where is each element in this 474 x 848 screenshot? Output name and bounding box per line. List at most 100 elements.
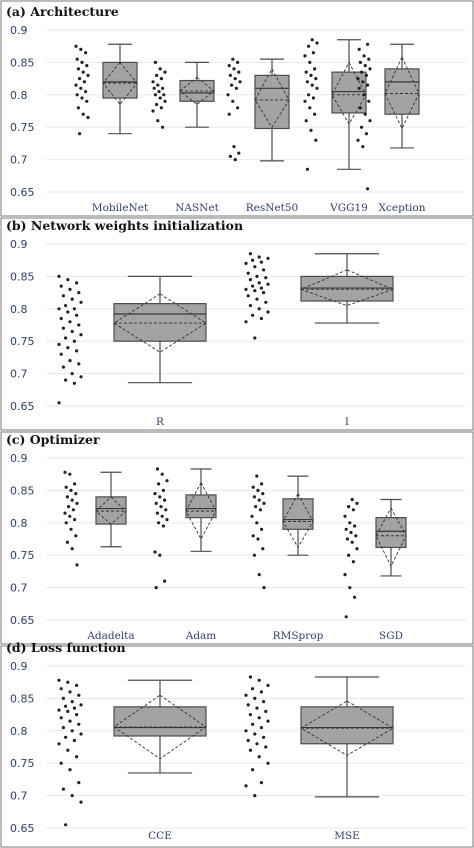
data-point <box>248 713 252 717</box>
data-point <box>65 495 69 499</box>
data-point <box>305 167 309 171</box>
data-point <box>63 470 67 474</box>
panel-2: (b) Network weights initialization 0.65 0.… <box>0 217 474 431</box>
data-point <box>74 44 78 48</box>
data-point <box>251 258 255 262</box>
data-point <box>307 93 311 97</box>
data-point <box>77 693 81 697</box>
box-sgd <box>343 497 407 619</box>
data-point <box>234 86 238 90</box>
data-point <box>155 511 159 515</box>
data-point <box>248 304 252 308</box>
y-tick-label: 0.65 <box>10 614 35 627</box>
data-point <box>231 57 235 61</box>
data-point <box>70 372 74 376</box>
data-point <box>266 761 270 765</box>
data-point <box>253 696 257 701</box>
x-tick-label: NASNet <box>175 202 219 214</box>
data-point <box>57 678 61 682</box>
data-point <box>70 297 74 301</box>
iqr-box <box>95 496 127 525</box>
data-point <box>64 304 68 308</box>
data-point <box>233 77 237 81</box>
data-point <box>355 501 359 505</box>
data-point <box>343 514 347 518</box>
x-tick-label: ResNet50 <box>246 202 299 214</box>
data-point <box>303 54 307 58</box>
data-point <box>266 282 270 286</box>
data-point <box>236 60 240 64</box>
data-point <box>350 540 354 544</box>
data-point <box>266 683 270 688</box>
data-point <box>153 60 157 64</box>
data-point <box>163 99 167 103</box>
data-point <box>363 64 367 68</box>
data-point <box>154 586 158 590</box>
data-point <box>70 700 74 704</box>
data-point <box>68 472 72 476</box>
data-point <box>85 64 89 68</box>
data-point <box>57 742 61 746</box>
data-point <box>251 722 255 726</box>
data-point <box>155 102 159 107</box>
data-point <box>366 83 370 87</box>
data-point <box>71 508 75 512</box>
data-point <box>64 521 68 525</box>
data-point <box>61 726 65 730</box>
data-point <box>74 534 78 538</box>
data-point <box>310 38 314 42</box>
data-point <box>227 112 231 116</box>
data-point <box>152 86 156 90</box>
data-point <box>348 521 352 525</box>
data-point <box>244 784 248 788</box>
data-point <box>257 678 261 682</box>
panel-title: (b) Network weights initialization <box>6 218 243 233</box>
y-tick-label: 0.8 <box>10 725 28 738</box>
data-point <box>311 96 315 100</box>
mean-diamond <box>113 293 207 353</box>
data-point <box>259 316 263 321</box>
data-point <box>61 326 65 330</box>
data-point <box>68 768 72 772</box>
mean-diamond <box>102 61 138 106</box>
data-point <box>368 67 372 71</box>
data-point <box>69 527 73 531</box>
data-point <box>246 271 250 275</box>
y-tick-label: 0.75 <box>10 757 35 770</box>
data-point <box>262 501 266 505</box>
iqr-box <box>375 517 407 549</box>
panel-frame <box>0 645 474 848</box>
box-resnet50 <box>226 57 290 162</box>
data-point <box>75 563 79 567</box>
data-point <box>79 732 83 736</box>
data-point <box>347 505 351 509</box>
mean-diamond <box>384 56 420 130</box>
data-point <box>257 255 261 259</box>
panel-frame <box>0 431 474 645</box>
data-point <box>160 514 164 518</box>
data-point <box>79 375 83 379</box>
data-point <box>77 722 81 726</box>
data-point <box>158 495 162 499</box>
data-point <box>259 286 263 290</box>
data-point <box>244 729 248 733</box>
data-point <box>264 300 268 304</box>
data-point <box>259 260 263 264</box>
box-adam <box>153 467 217 590</box>
data-point <box>257 716 261 720</box>
data-point <box>237 151 241 155</box>
data-point <box>158 96 162 100</box>
data-point <box>259 781 263 785</box>
data-point <box>262 735 266 739</box>
y-tick-label: 0.9 <box>10 660 28 673</box>
data-point <box>257 281 261 285</box>
data-point <box>362 54 366 58</box>
data-point <box>82 80 86 84</box>
data-point <box>262 268 266 272</box>
box-mobilenet <box>74 43 138 136</box>
panel-frame <box>0 217 474 431</box>
data-point <box>366 187 370 191</box>
data-point <box>252 495 256 499</box>
data-point <box>74 492 78 496</box>
data-point <box>84 90 88 94</box>
